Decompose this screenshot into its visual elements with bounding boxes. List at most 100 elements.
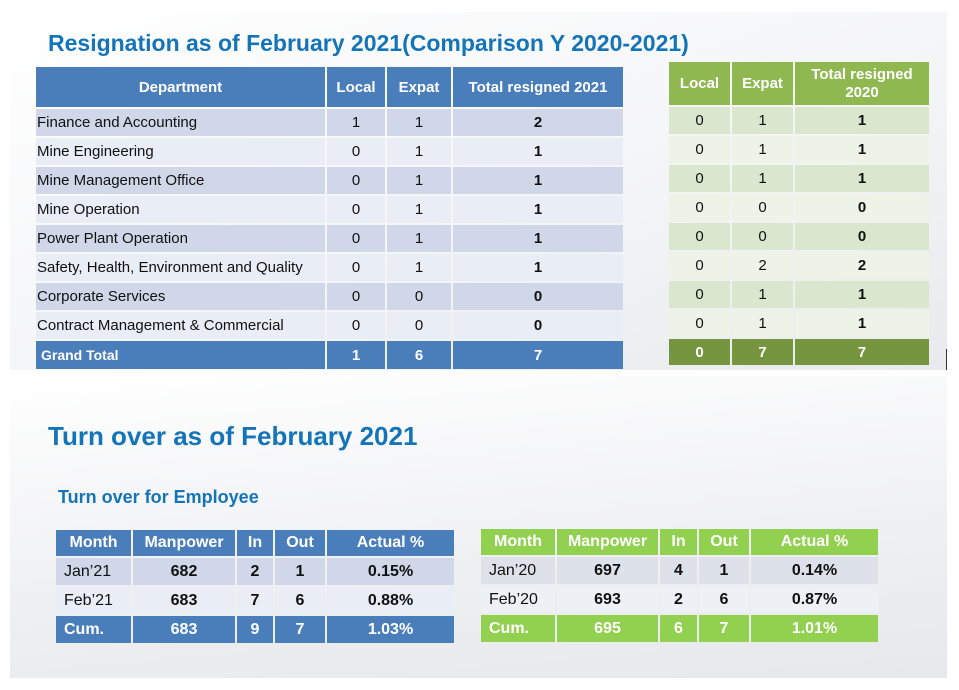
- column-header-expat: Expat: [387, 67, 451, 107]
- column-header-month: Month: [56, 530, 131, 556]
- edge-marker: [946, 349, 947, 370]
- grand-total-local: 0: [669, 339, 730, 365]
- department-cell: Mine Operation: [36, 196, 325, 223]
- cumulative-row: Cum. 695 6 7 1.01%: [481, 615, 878, 642]
- cum-in: 6: [660, 615, 697, 642]
- resignation-2020-table: Local Expat Total resigned 2020 0 1 1 0 …: [667, 60, 931, 367]
- turnover-2020-table: Month Manpower In Out Actual % Jan’20 69…: [479, 527, 880, 644]
- expat-cell: 0: [732, 194, 793, 221]
- table-row: 0 1 1: [669, 165, 929, 192]
- table-row: 0 1 1: [669, 310, 929, 337]
- cum-actual: 1.01%: [751, 615, 878, 642]
- table-header-row: Month Manpower In Out Actual %: [56, 530, 454, 556]
- local-cell: 0: [327, 312, 385, 339]
- grand-total-expat: 7: [732, 339, 793, 365]
- actual-cell: 0.15%: [327, 558, 454, 585]
- grand-total-expat: 6: [387, 341, 451, 369]
- column-header-local: Local: [669, 62, 730, 105]
- expat-cell: 1: [732, 107, 793, 134]
- table-row: Mine Operation 0 1 1: [36, 196, 623, 223]
- column-header-in: In: [660, 529, 697, 555]
- out-cell: 6: [699, 586, 749, 613]
- in-cell: 7: [237, 587, 273, 614]
- local-cell: 0: [669, 310, 730, 337]
- total-cell: 0: [453, 312, 623, 339]
- expat-cell: 2: [732, 252, 793, 279]
- column-header-actual: Actual %: [327, 530, 454, 556]
- expat-cell: 0: [387, 283, 451, 310]
- expat-cell: 1: [387, 196, 451, 223]
- turnover-subtitle: Turn over for Employee: [58, 487, 259, 507]
- actual-cell: 0.14%: [751, 557, 878, 584]
- grand-total-row: Grand Total 1 6 7: [36, 341, 623, 369]
- total-cell: 2: [795, 252, 929, 279]
- table-row: 0 1 1: [669, 136, 929, 163]
- table-row: 0 2 2: [669, 252, 929, 279]
- expat-cell: 1: [387, 225, 451, 252]
- expat-cell: 1: [387, 109, 451, 136]
- local-cell: 0: [669, 165, 730, 192]
- local-cell: 0: [327, 138, 385, 165]
- department-cell: Finance and Accounting: [36, 109, 325, 136]
- table-row: Corporate Services 0 0 0: [36, 283, 623, 310]
- month-cell: Feb’21: [56, 587, 131, 614]
- cumulative-row: Cum. 683 9 7 1.03%: [56, 616, 454, 643]
- grand-total-total: 7: [453, 341, 623, 369]
- grand-total-row: 0 7 7: [669, 339, 929, 365]
- local-cell: 0: [327, 196, 385, 223]
- expat-cell: 1: [732, 136, 793, 163]
- total-cell: 0: [453, 283, 623, 310]
- local-cell: 0: [669, 136, 730, 163]
- total-cell: 0: [795, 194, 929, 221]
- local-cell: 0: [327, 254, 385, 281]
- resignation-2021-table: Department Local Expat Total resigned 20…: [34, 65, 625, 371]
- resignation-title: Resignation as of February 2021(Comparis…: [48, 30, 689, 56]
- department-cell: Mine Management Office: [36, 167, 325, 194]
- cum-in: 9: [237, 616, 273, 643]
- expat-cell: 1: [732, 281, 793, 308]
- manpower-cell: 693: [557, 586, 658, 613]
- total-cell: 2: [453, 109, 623, 136]
- out-cell: 1: [275, 558, 325, 585]
- total-cell: 1: [453, 254, 623, 281]
- table-row: Jan’21 682 2 1 0.15%: [56, 558, 454, 585]
- total-cell: 1: [795, 107, 929, 134]
- column-header-expat: Expat: [732, 62, 793, 105]
- column-header-manpower: Manpower: [133, 530, 235, 556]
- expat-cell: 1: [387, 254, 451, 281]
- total-cell: 1: [453, 225, 623, 252]
- column-header-month: Month: [481, 529, 555, 555]
- month-cell: Jan’20: [481, 557, 555, 584]
- cum-actual: 1.03%: [327, 616, 454, 643]
- total-cell: 1: [795, 136, 929, 163]
- month-cell: Feb’20: [481, 586, 555, 613]
- column-header-total-2020: Total resigned 2020: [795, 62, 929, 105]
- manpower-cell: 682: [133, 558, 235, 585]
- local-cell: 0: [327, 167, 385, 194]
- table-row: 0 0 0: [669, 194, 929, 221]
- manpower-cell: 683: [133, 587, 235, 614]
- table-row: 0 0 0: [669, 223, 929, 250]
- manpower-cell: 697: [557, 557, 658, 584]
- total-cell: 1: [795, 310, 929, 337]
- table-row: Feb’20 693 2 6 0.87%: [481, 586, 878, 613]
- local-cell: 0: [669, 223, 730, 250]
- in-cell: 4: [660, 557, 697, 584]
- local-cell: 1: [327, 109, 385, 136]
- expat-cell: 1: [387, 167, 451, 194]
- grand-total-label: Grand Total: [36, 341, 325, 369]
- table-row: Mine Engineering 0 1 1: [36, 138, 623, 165]
- cum-out: 7: [275, 616, 325, 643]
- month-cell: Jan’21: [56, 558, 131, 585]
- actual-cell: 0.87%: [751, 586, 878, 613]
- department-cell: Mine Engineering: [36, 138, 325, 165]
- table-row: Jan’20 697 4 1 0.14%: [481, 557, 878, 584]
- column-header-department: Department: [36, 67, 325, 107]
- column-header-local: Local: [327, 67, 385, 107]
- table-row: Power Plant Operation 0 1 1: [36, 225, 623, 252]
- in-cell: 2: [237, 558, 273, 585]
- total-cell: 1: [795, 281, 929, 308]
- cum-manpower: 683: [133, 616, 235, 643]
- local-cell: 0: [669, 194, 730, 221]
- table-row: Mine Management Office 0 1 1: [36, 167, 623, 194]
